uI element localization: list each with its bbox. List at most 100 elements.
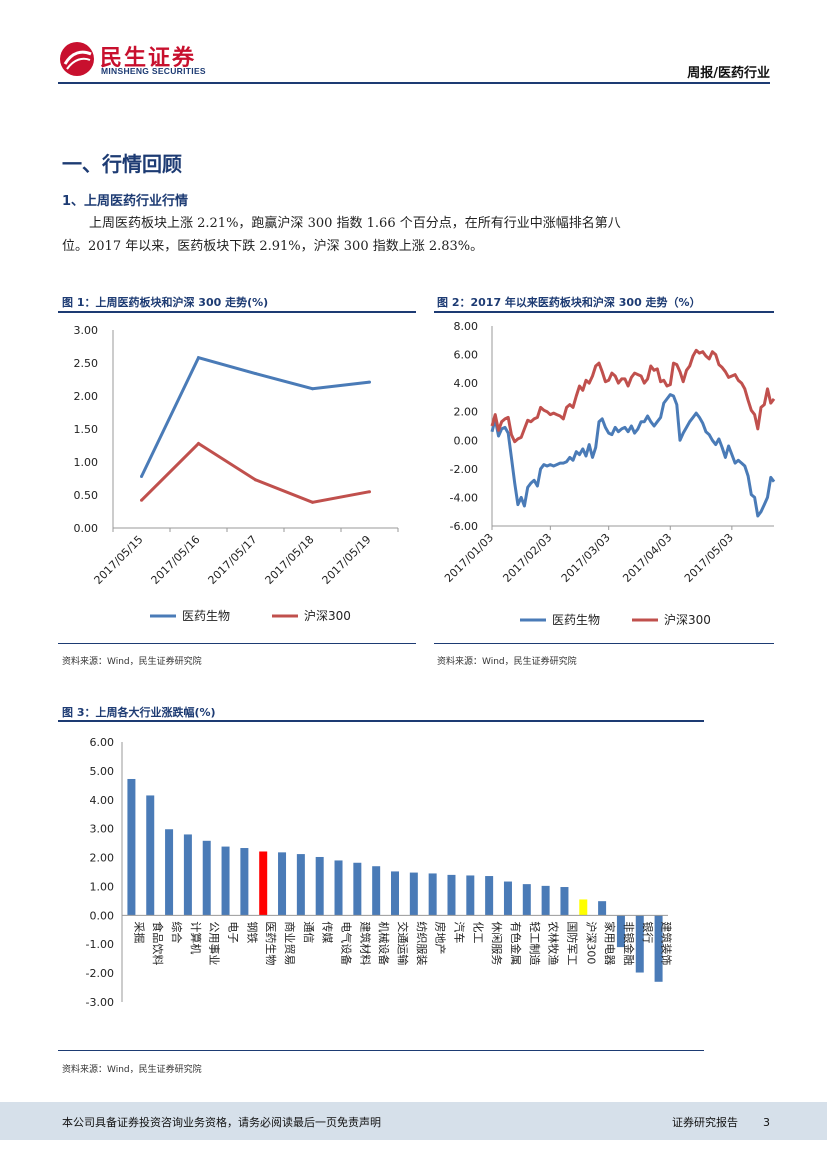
x-tick-label: 综合	[170, 921, 184, 943]
legend-label: 医药生物	[552, 613, 600, 627]
footer-disclaimer: 本公司具备证券投资咨询业务资格，请务必阅读最后一页免责声明	[62, 1116, 381, 1129]
x-tick-label: 2017/05/17	[206, 533, 260, 587]
x-tick-label: 2017/03/03	[559, 531, 613, 585]
header-divider	[58, 82, 770, 84]
y-tick-label: 3.00	[74, 324, 99, 337]
x-tick-label: 农林牧渔	[547, 921, 561, 965]
data-point	[140, 475, 143, 479]
x-tick-label: 家用电器	[603, 921, 617, 965]
x-tick-label: 钢铁	[245, 921, 258, 943]
figure1-source-rule	[58, 643, 416, 644]
bar	[202, 840, 211, 916]
x-tick-label: 2017/05/15	[92, 533, 146, 587]
y-tick-label: -3.00	[86, 996, 114, 1009]
x-tick-label: 医药生物	[264, 921, 278, 965]
y-tick-label: 2.00	[74, 390, 99, 403]
footer-band	[0, 1102, 827, 1140]
y-tick-label: 6.00	[90, 736, 115, 749]
x-tick-label: 建筑装饰	[660, 921, 674, 965]
figure1-source: 资料来源：Wind，民生证券研究院	[62, 657, 202, 667]
summary-paragraph: 上周医药板块上涨 2.21%，跑赢沪深 300 指数 1.66 个百分点，在所有…	[62, 212, 642, 258]
figure1-caption-rule	[58, 311, 416, 313]
x-tick-label: 2017/01/03	[442, 531, 496, 585]
data-point	[254, 372, 257, 376]
x-tick-label: 房地产	[434, 921, 448, 954]
bar	[616, 915, 625, 948]
y-tick-label: -6.00	[450, 520, 478, 533]
legend-label: 沪深300	[304, 609, 351, 623]
bar	[165, 829, 174, 916]
bar	[560, 887, 569, 916]
x-tick-label: 汽车	[452, 921, 466, 943]
figure2-caption-rule	[434, 311, 774, 313]
bar	[579, 899, 588, 916]
y-tick-label: 2.00	[454, 406, 479, 419]
figure2-source-rule	[434, 643, 774, 644]
page-number: 3	[763, 1116, 770, 1129]
figure3-source: 资料来源：Wind，民生证券研究院	[62, 1065, 202, 1075]
bar	[654, 915, 663, 982]
bar	[240, 848, 249, 916]
x-tick-label: 交通运输	[396, 921, 410, 965]
x-tick-label: 采掘	[132, 921, 146, 943]
y-tick-label: 0.00	[74, 522, 99, 535]
x-tick-label: 机械设备	[377, 921, 391, 965]
y-tick-label: 2.50	[74, 357, 99, 370]
bar	[485, 876, 494, 916]
x-tick-label: 食品饮料	[151, 921, 165, 965]
bar	[428, 873, 437, 916]
footer-report-label: 证券研究报告	[672, 1116, 738, 1129]
bar	[466, 875, 475, 916]
y-tick-label: 5.00	[90, 765, 115, 778]
y-tick-label: -2.00	[450, 463, 478, 476]
x-tick-label: 2017/05/19	[320, 533, 374, 587]
bar	[635, 915, 644, 973]
bar	[259, 851, 268, 916]
section-title: 一、行情回顾	[62, 152, 182, 176]
figure2-source: 资料来源：Wind，民生证券研究院	[437, 657, 577, 667]
x-tick-label: 国防军工	[565, 921, 579, 965]
x-tick-label: 建筑材料	[358, 921, 372, 965]
logo-name-en: MINSHENG SECURITIES	[101, 66, 206, 76]
figure3-chart: -3.00 -2.00 -1.00 0.00 1.00 2.00 3.00 4.00 5.00 6…	[86, 736, 674, 1009]
x-tick-label: 休闲服务	[490, 921, 504, 965]
legend-label: 沪深300	[664, 613, 711, 627]
figure3-caption: 图 3：上周各大行业涨跌幅(%)	[62, 706, 216, 719]
x-tick-label: 轻工制造	[528, 921, 542, 965]
x-tick-label: 沪深300	[584, 921, 598, 964]
x-tick-label: 通信	[302, 921, 315, 943]
data-point	[140, 498, 143, 502]
bar	[372, 866, 381, 916]
y-tick-label: 0.50	[74, 489, 99, 502]
x-tick-label: 化工	[471, 921, 485, 943]
figure3-caption-rule	[58, 720, 704, 722]
y-tick-label: -1.00	[86, 938, 114, 951]
y-tick-label: 2.00	[90, 852, 115, 865]
y-tick-label: 4.00	[454, 377, 479, 390]
x-tick-label: 公用事业	[208, 921, 221, 965]
x-tick-label: 电气设备	[340, 921, 354, 965]
series-line	[140, 441, 370, 504]
bar	[278, 852, 287, 916]
y-tick-label: 3.00	[90, 823, 115, 836]
report-type: 周报/医药行业	[687, 66, 770, 81]
bar	[221, 846, 230, 916]
series-line	[140, 355, 370, 478]
bar	[391, 871, 399, 916]
bar	[334, 860, 343, 916]
x-tick-label: 传媒	[321, 921, 334, 943]
data-point	[197, 442, 200, 446]
figure2-caption: 图 2：2017 年以来医药板块和沪深 300 走势（%）	[437, 296, 701, 309]
y-tick-label: 0.00	[90, 909, 115, 922]
data-point	[311, 500, 314, 504]
logo-mark-icon	[60, 42, 94, 76]
data-point	[254, 478, 257, 482]
legend-label: 医药生物	[182, 609, 230, 623]
y-tick-label: 6.00	[454, 349, 479, 362]
bar	[353, 862, 362, 916]
y-tick-label: 1.00	[90, 880, 115, 893]
x-tick-label: 非银金融	[622, 921, 636, 965]
data-point	[197, 356, 200, 360]
figure3-source-rule	[58, 1050, 704, 1051]
